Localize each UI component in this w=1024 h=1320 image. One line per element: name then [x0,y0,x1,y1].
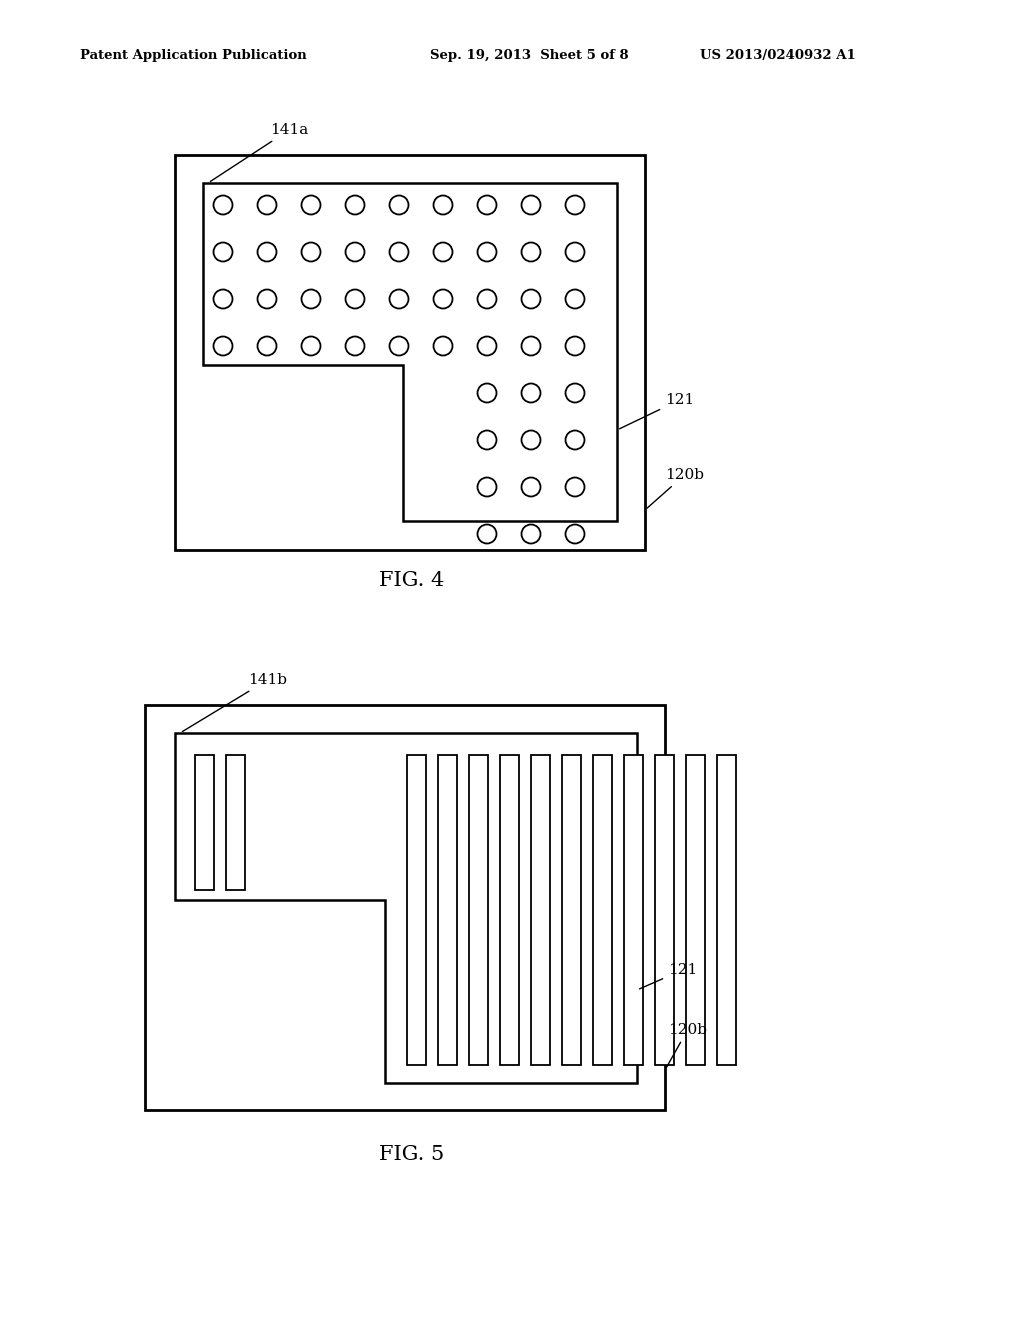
Bar [562,755,581,1065]
Bar [175,154,645,550]
Text: FIG. 5: FIG. 5 [379,1146,444,1164]
Text: 121: 121 [620,393,694,429]
Bar [717,755,736,1065]
Polygon shape [203,183,617,521]
Text: US 2013/0240932 A1: US 2013/0240932 A1 [700,49,856,62]
Text: 120b: 120b [647,469,705,508]
Bar [195,755,214,890]
Bar [686,755,705,1065]
Bar [624,755,643,1065]
Text: Patent Application Publication: Patent Application Publication [80,49,307,62]
Polygon shape [175,733,637,1082]
Bar [531,755,550,1065]
Bar [226,755,245,890]
Text: 120b: 120b [667,1023,707,1068]
Bar [438,755,457,1065]
Text: 141b: 141b [182,673,287,731]
Text: 141a: 141a [210,123,308,181]
Bar [500,755,519,1065]
Bar [593,755,612,1065]
Text: Sep. 19, 2013  Sheet 5 of 8: Sep. 19, 2013 Sheet 5 of 8 [430,49,629,62]
Text: FIG. 4: FIG. 4 [379,570,444,590]
Text: 121: 121 [640,964,697,989]
Bar [655,755,674,1065]
Bar [469,755,488,1065]
Bar [407,755,426,1065]
Bar [145,705,665,1110]
